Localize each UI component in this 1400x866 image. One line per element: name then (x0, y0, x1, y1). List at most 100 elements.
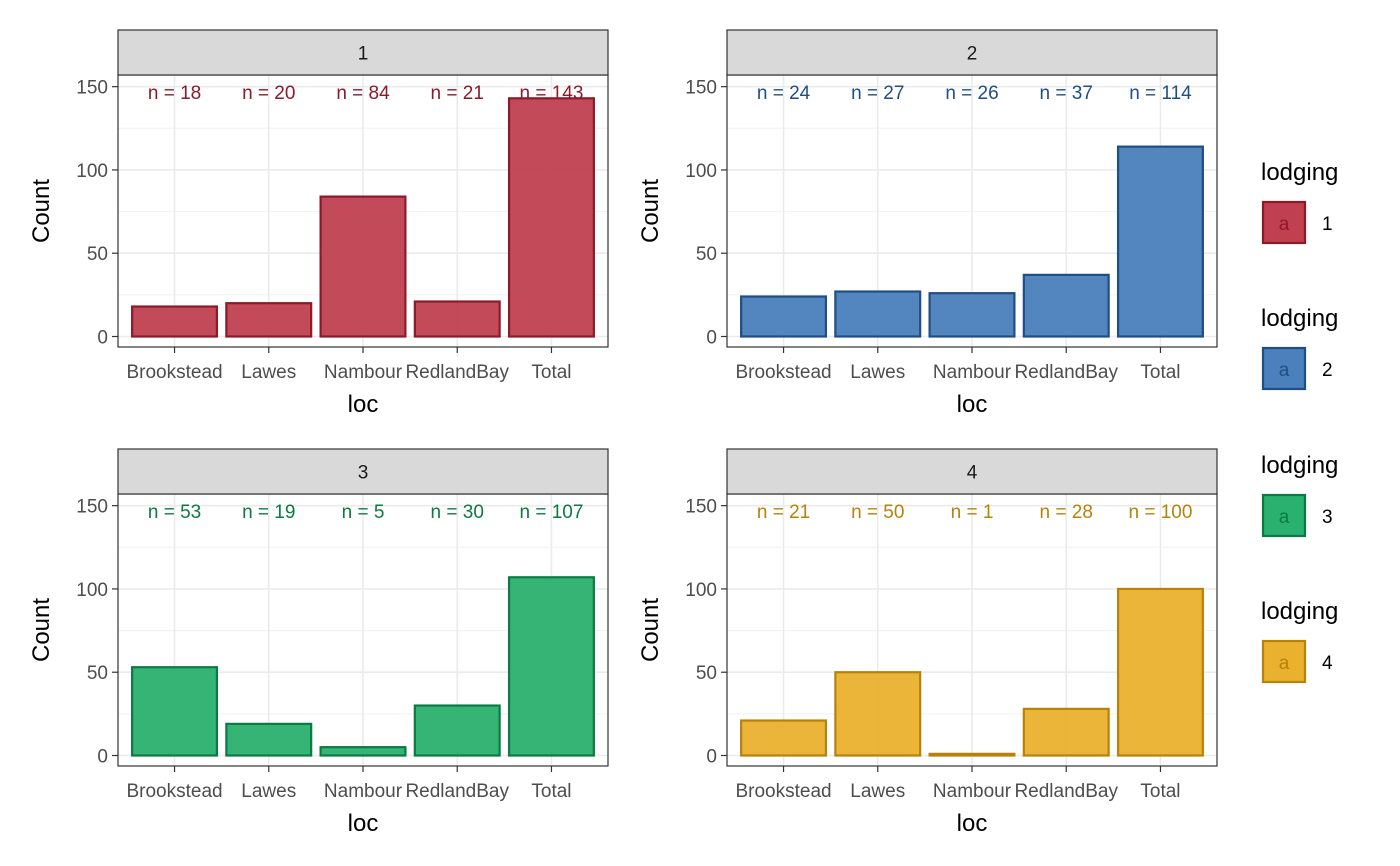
bar (319, 195, 407, 338)
bar (413, 704, 501, 757)
count-label: n = 21 (757, 502, 810, 523)
legend-label: 3 (1322, 507, 1333, 528)
legend-title: lodging (1261, 305, 1338, 332)
x-tick-label: RedlandBay (405, 362, 509, 383)
legend-title: lodging (1261, 598, 1338, 625)
legend-key (1261, 639, 1307, 684)
y-tick-label: 50 (87, 244, 108, 265)
x-tick-label: Brookstead (126, 362, 222, 383)
count-label: n = 114 (1129, 83, 1192, 104)
x-tick-label: Lawes (850, 781, 905, 802)
bar (319, 746, 407, 757)
bar (740, 719, 828, 757)
legend-title: lodging (1261, 159, 1338, 186)
strip-background (726, 29, 1218, 76)
legend-label: 1 (1322, 214, 1333, 235)
y-axis-title: Count (637, 179, 664, 243)
y-tick-label: 50 (696, 244, 717, 265)
y-axis-title: Count (28, 598, 55, 662)
y-tick-label: 150 (76, 497, 108, 518)
legend-key (1261, 200, 1307, 245)
legend: lodging a 1 lodging a 2 lodging a 3 lodging a 4 (1261, 159, 1338, 684)
bar (834, 671, 922, 757)
x-tick-label: Total (531, 362, 571, 383)
x-tick-label: RedlandBay (405, 781, 509, 802)
x-tick-label: Total (1140, 781, 1180, 802)
bar (225, 302, 313, 338)
x-tick-label: Brookstead (735, 781, 831, 802)
count-label: n = 50 (851, 502, 904, 523)
y-tick-label: 0 (97, 328, 108, 349)
count-label: n = 20 (242, 83, 295, 104)
count-label: n = 24 (757, 83, 811, 104)
legend-label: 2 (1322, 360, 1333, 381)
count-label: n = 26 (945, 83, 998, 104)
bar (413, 300, 501, 338)
count-label: n = 100 (1129, 502, 1193, 523)
bar (131, 666, 219, 757)
legend-key-glyph: a (1279, 507, 1290, 528)
strip-background (726, 448, 1218, 495)
y-tick-label: 100 (76, 161, 108, 182)
x-tick-label: Brookstead (126, 781, 222, 802)
count-label: n = 5 (342, 502, 385, 523)
count-label: n = 37 (1040, 83, 1093, 104)
count-label: n = 107 (520, 502, 584, 523)
bar (1116, 145, 1204, 338)
y-axis-title: Count (637, 598, 664, 662)
legend-title: lodging (1261, 452, 1338, 479)
x-tick-label: Lawes (241, 781, 296, 802)
y-tick-label: 50 (696, 663, 717, 684)
legend-key (1261, 493, 1307, 538)
bar (928, 292, 1016, 338)
panel-3: n = 53 n = 19 n = 5 n = 30 n = 107 3 0 50 100 150… (28, 448, 609, 837)
bar (225, 722, 313, 757)
x-tick-label: Total (1140, 362, 1180, 383)
strip-background (117, 448, 609, 495)
y-tick-label: 150 (76, 78, 108, 99)
bar (131, 305, 219, 338)
bar (507, 97, 595, 338)
count-label: n = 1 (951, 502, 994, 523)
count-label: n = 30 (431, 502, 484, 523)
bar (1116, 587, 1204, 757)
y-tick-label: 100 (76, 580, 108, 601)
count-label: n = 19 (242, 502, 295, 523)
x-axis-title: loc (957, 391, 988, 418)
x-tick-label: Nambour (324, 781, 403, 802)
count-label: n = 84 (336, 83, 390, 104)
count-label: n = 53 (148, 502, 201, 523)
x-tick-label: Nambour (324, 362, 403, 383)
strip-background (117, 29, 609, 76)
panel-2: n = 24 n = 27 n = 26 n = 37 n = 114 2 0 50 100 15… (637, 29, 1218, 418)
bar (1022, 273, 1110, 338)
count-label: n = 27 (851, 83, 904, 104)
panel-4: n = 21 n = 50 n = 1 n = 28 n = 100 4 0 50 100 150… (637, 448, 1218, 837)
count-label: n = 18 (148, 83, 201, 104)
y-tick-label: 50 (87, 663, 108, 684)
y-tick-label: 150 (685, 78, 717, 99)
x-tick-label: Nambour (933, 781, 1012, 802)
strip-label: 4 (967, 463, 978, 484)
legend-key-glyph: a (1279, 214, 1290, 235)
y-tick-label: 0 (706, 328, 717, 349)
x-tick-label: RedlandBay (1014, 362, 1118, 383)
panel-1: n = 18 n = 20 n = 84 n = 21 n = 143 1 0 50 100 15… (28, 29, 609, 418)
y-tick-label: 0 (97, 747, 108, 768)
x-axis-title: loc (348, 810, 379, 837)
legend-label: 4 (1322, 653, 1333, 674)
bar (1022, 707, 1110, 757)
count-label: n = 21 (431, 83, 484, 104)
x-tick-label: Total (531, 781, 571, 802)
bar (928, 752, 1016, 757)
y-tick-label: 100 (685, 161, 717, 182)
bar (507, 576, 595, 757)
strip-label: 2 (967, 44, 978, 65)
y-axis-title: Count (28, 179, 55, 243)
strip-label: 3 (358, 463, 369, 484)
x-axis-title: loc (957, 810, 988, 837)
legend-key-glyph: a (1279, 653, 1290, 674)
x-tick-label: Lawes (850, 362, 905, 383)
x-tick-label: RedlandBay (1014, 781, 1118, 802)
